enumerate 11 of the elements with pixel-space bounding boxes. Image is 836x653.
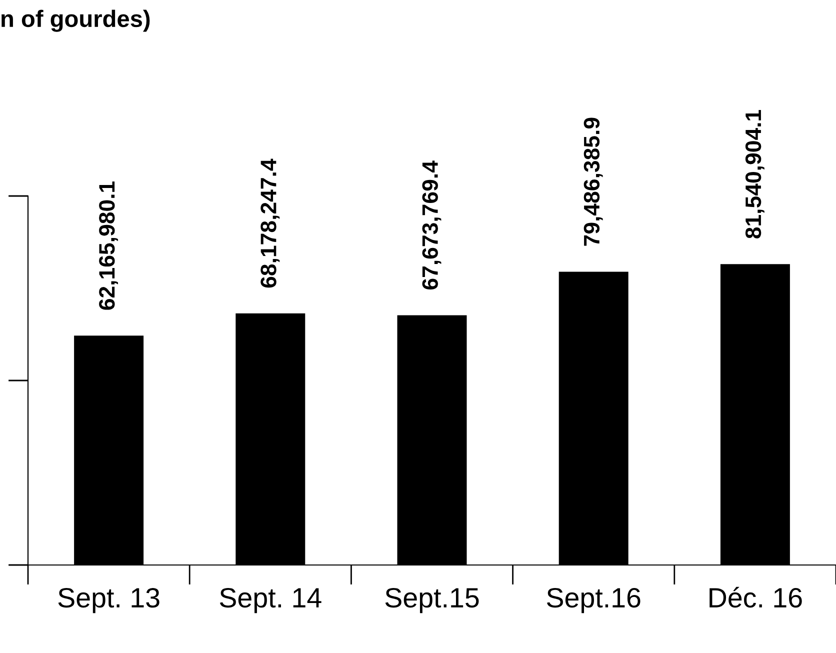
chart-title: n of gourdes)	[2, 10, 150, 32]
data-label: 68,178,247.4	[260, 158, 280, 288]
x-tick-label: Déc. 16	[710, 586, 802, 608]
x-tick-label: Sept. 13	[58, 588, 160, 614]
x-tick-label: Sept.15	[385, 588, 479, 614]
data-label: 62,165,980.1	[99, 181, 118, 310]
data-label: 81,540,904.1	[745, 110, 764, 238]
x-tick-label: Sept.16	[546, 588, 640, 614]
x-tick-label: Sept. 14	[220, 588, 322, 614]
data-label: 67,673,769.4	[422, 160, 442, 290]
data-label: 79,486,385.9	[584, 118, 603, 246]
